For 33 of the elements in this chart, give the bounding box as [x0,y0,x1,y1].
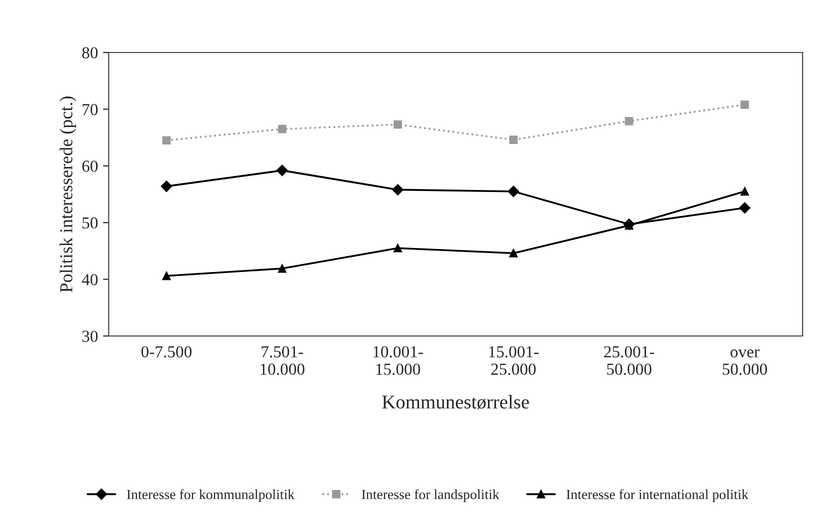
legend-label: Interesse for international politik [566,489,748,502]
legend-label: Interesse for landspolitik [362,489,500,502]
point [509,249,518,258]
x-tick-label: over 50.000 [722,349,768,375]
y-tick-label: 70 [82,104,98,116]
y-tick-label: 60 [82,160,98,172]
y-tick-label: 40 [82,274,98,286]
x-tick-label: 15.001- 25.000 [489,346,539,375]
point [740,187,749,196]
point [162,272,171,280]
y-tick-label: 50 [82,217,98,229]
point [160,180,172,192]
legend-label: Interesse for kommunalpolitik [126,489,295,502]
x-axis-title: Kommunestørrelse [382,394,529,410]
point [278,124,286,134]
point [740,100,749,109]
point [394,120,402,129]
x-tick-label: 10.001- 15.000 [374,346,423,375]
y-tick-label: 80 [82,47,98,58]
x-tick-label: 25.001- 50.000 [604,346,654,375]
point [162,136,171,145]
x-tick-label: 0-7.500 [141,346,192,358]
point [508,186,520,198]
point [624,116,634,126]
point [394,244,402,252]
point [278,264,286,273]
point [739,202,750,214]
point [392,184,404,196]
point [509,136,518,144]
y-axis-title: Politisk interesserede (pct.) [60,96,76,292]
x-tick-label: 7.501- 10.000 [260,346,304,375]
y-tick-label: 30 [82,330,98,342]
point [276,164,288,176]
